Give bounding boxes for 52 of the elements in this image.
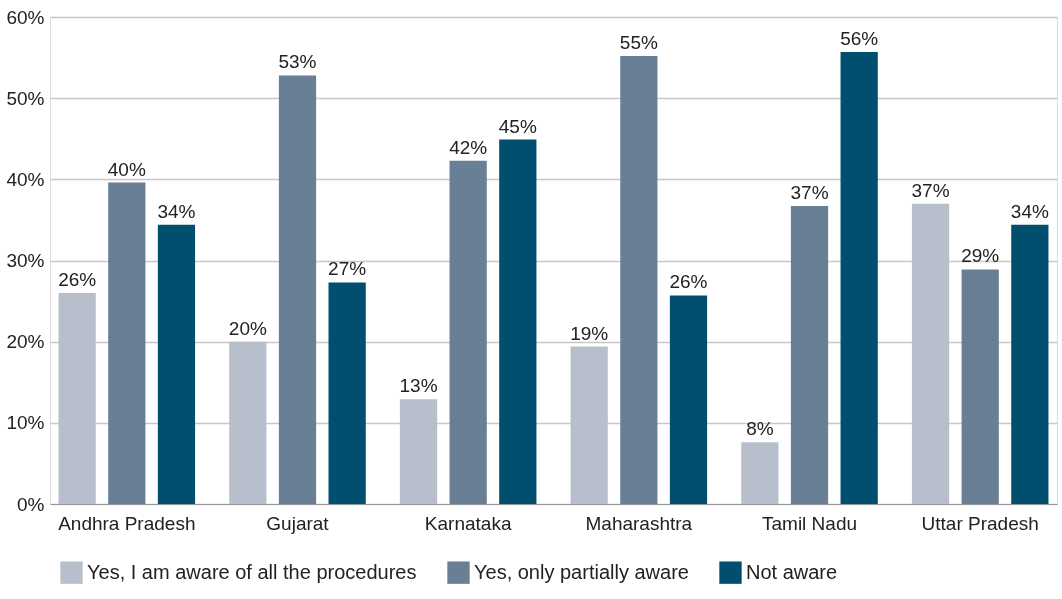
- bar: [58, 292, 96, 504]
- data-label: 26%: [669, 271, 708, 293]
- data-label: 34%: [1010, 200, 1049, 222]
- bar: [328, 282, 366, 504]
- data-label: 53%: [278, 51, 317, 73]
- bar: [961, 269, 999, 504]
- data-label: 26%: [58, 268, 97, 290]
- y-tick-label: 0%: [17, 493, 45, 515]
- legend-label: Yes, I am aware of all the procedures: [87, 560, 417, 583]
- x-tick-label: Uttar Pradesh: [921, 512, 1039, 534]
- data-label: 55%: [619, 31, 658, 53]
- bar: [620, 55, 658, 504]
- data-label: 37%: [911, 179, 950, 201]
- bar: [790, 206, 829, 504]
- bar: [840, 51, 878, 504]
- data-label: 40%: [107, 158, 146, 180]
- bar: [449, 160, 487, 504]
- data-label: 34%: [157, 200, 196, 222]
- data-label: 56%: [840, 27, 879, 49]
- data-label: 8%: [746, 418, 774, 440]
- x-tick-label: Karnataka: [424, 512, 512, 534]
- legend-label: Yes, only partially aware: [474, 560, 689, 583]
- y-tick-label: 60%: [6, 6, 45, 28]
- bar: [741, 442, 779, 504]
- data-label: 27%: [328, 258, 367, 280]
- bar: [399, 399, 438, 504]
- bar: [278, 75, 317, 504]
- x-tick-label: Tamil Nadu: [761, 512, 858, 534]
- x-tick-label: Gujarat: [266, 512, 330, 534]
- x-tick-label: Andhra Pradesh: [58, 512, 196, 534]
- data-label: 19%: [570, 322, 609, 344]
- y-tick-label: 40%: [6, 168, 45, 190]
- x-tick-label: Maharashtra: [585, 512, 693, 534]
- data-label: 45%: [498, 115, 537, 137]
- bar: [229, 341, 267, 504]
- legend-label: Not aware: [746, 560, 838, 583]
- y-tick-label: 50%: [6, 87, 45, 109]
- bar: [1011, 224, 1049, 504]
- data-label: 13%: [399, 375, 438, 397]
- y-tick-label: 10%: [6, 412, 45, 434]
- data-label: 37%: [790, 182, 829, 204]
- data-label: 42%: [449, 136, 488, 158]
- data-label: 29%: [961, 245, 1000, 267]
- data-label: 20%: [228, 317, 267, 339]
- y-tick-label: 30%: [6, 250, 45, 271]
- bar: [669, 295, 708, 504]
- bar: [108, 182, 146, 504]
- bar: [911, 203, 950, 504]
- bar: [499, 139, 537, 504]
- y-tick-label: 20%: [6, 331, 45, 353]
- bar: [157, 224, 196, 504]
- bar: [570, 346, 608, 504]
